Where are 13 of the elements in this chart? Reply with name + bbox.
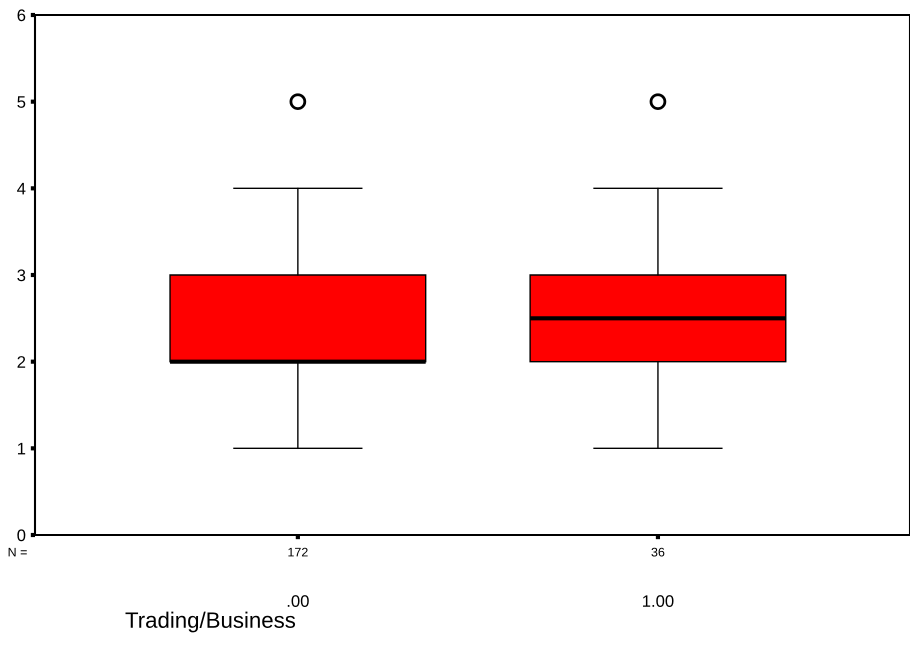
text: N = (8, 548, 27, 556)
y-tick-label: 5 (17, 96, 26, 108)
text: 36 (651, 548, 664, 557)
y-tick-label: 4 (17, 182, 26, 194)
y-tick-label: 1 (18, 442, 26, 454)
x-axis-title: Trading/Business (126, 612, 296, 632)
x-tick-label: 1.00 (642, 595, 674, 607)
y-tick-label: 6 (18, 9, 26, 22)
y-tick-label: 3 (17, 269, 26, 282)
x-tick-label: .00 (288, 595, 309, 607)
y-tick-label: 2 (18, 356, 26, 368)
text: 172 (288, 548, 308, 556)
y-tick-label: 0 (17, 529, 26, 542)
